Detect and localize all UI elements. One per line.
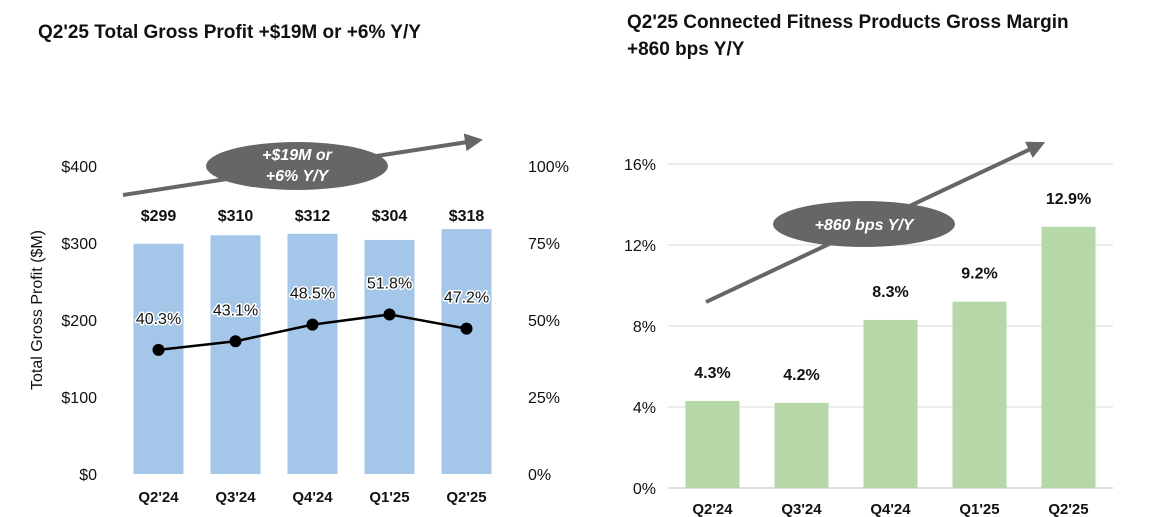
right-x-tick-label: Q1'25: [959, 501, 999, 517]
left-y-tick-label: $100: [61, 390, 97, 407]
left-x-tick-label: Q4'24: [292, 489, 333, 506]
left-bar-value-label: $312: [295, 208, 331, 225]
left-callout-bubble: [206, 142, 388, 190]
right-bar-value-label: 12.9%: [1046, 191, 1091, 208]
left-bar: [287, 233, 338, 474]
right-y-axis: 0% 4% 8% 12% 16%: [624, 157, 656, 498]
right-chart-title-line1: Q2'25 Connected Fitness Products Gross M…: [627, 12, 1069, 33]
left-callout-line1: +$19M or: [262, 147, 333, 164]
left-margin-label: 40.3%: [136, 311, 181, 328]
right-x-axis: Q2'24 Q3'24 Q4'24 Q1'25 Q2'25: [692, 501, 1088, 517]
right-y-tick-label: 0%: [633, 481, 656, 498]
right-y-tick-label: 4%: [633, 400, 656, 417]
left-bar-value-label: $318: [449, 208, 485, 225]
left-bar: [210, 235, 261, 474]
left-margin-point: [306, 318, 319, 331]
left-margin-label: 48.5%: [290, 286, 335, 303]
left-bar-value-label: $310: [218, 208, 254, 225]
left-bar: [133, 243, 184, 474]
right-y-tick-label: 12%: [624, 238, 656, 255]
right-x-tick-label: Q3'24: [781, 501, 822, 517]
right-bar: [774, 402, 829, 488]
left-x-tick-label: Q2'25: [446, 489, 486, 506]
left-margin-label: 51.8%: [367, 275, 412, 292]
left-x-tick-label: Q2'24: [138, 489, 179, 506]
left-bar: [364, 239, 415, 474]
right-y-tick-label: 16%: [624, 157, 656, 174]
right-x-tick-label: Q2'25: [1048, 501, 1088, 517]
left-y2-tick-label: 100%: [528, 159, 569, 176]
right-bar-value-label: 4.3%: [694, 365, 730, 382]
right-bar: [863, 319, 918, 488]
left-y-tick-label: $0: [79, 467, 97, 484]
right-bar: [685, 400, 740, 488]
left-y2-tick-label: 75%: [528, 236, 560, 253]
left-chart-title: Q2'25 Total Gross Profit +$19M or +6% Y/…: [38, 22, 421, 43]
left-y2-tick-label: 0%: [528, 467, 551, 484]
left-x-axis: Q2'24 Q3'24 Q4'24 Q1'25 Q2'25: [138, 489, 486, 506]
left-x-tick-label: Q1'25: [369, 489, 409, 506]
left-y-axis-label: Total Gross Profit ($M): [29, 230, 46, 390]
left-callout: +$19M or +6% Y/Y: [206, 142, 388, 190]
left-bar: [441, 229, 492, 474]
left-y2-axis: 0% 25% 50% 75% 100%: [528, 159, 569, 484]
right-y-tick-label: 8%: [633, 319, 656, 336]
right-bar: [952, 301, 1007, 488]
left-y2-tick-label: 50%: [528, 313, 560, 330]
left-y-axis: $0 $100 $200 $300 $400: [61, 159, 97, 484]
left-y2-tick-label: 25%: [528, 390, 560, 407]
left-margin-point: [152, 343, 165, 356]
left-margin-point: [383, 308, 396, 321]
left-margin-point: [460, 322, 473, 335]
right-bar-value-label: 8.3%: [872, 284, 908, 301]
left-margin-label: 43.1%: [213, 302, 258, 319]
right-x-tick-label: Q2'24: [692, 501, 733, 517]
right-chart-title-line2: +860 bps Y/Y: [627, 39, 745, 60]
right-callout: +860 bps Y/Y: [773, 201, 955, 247]
left-y-tick-label: $400: [61, 159, 97, 176]
left-bar-value-label: $299: [141, 208, 177, 225]
right-x-tick-label: Q4'24: [870, 501, 911, 517]
left-bar-labels: $299 $310 $312 $304 $318: [141, 208, 485, 225]
right-bar-series: [685, 226, 1096, 488]
left-margin-point: [229, 335, 242, 348]
right-callout-bubble: [773, 201, 955, 247]
right-bar-labels: 4.3% 4.2% 8.3% 9.2% 12.9%: [694, 191, 1091, 384]
right-bar: [1041, 226, 1096, 488]
left-x-tick-label: Q3'24: [215, 489, 256, 506]
left-bar-value-label: $304: [372, 208, 408, 225]
right-bar-value-label: 9.2%: [961, 266, 997, 283]
right-callout-text: +860 bps Y/Y: [815, 217, 915, 234]
left-y-tick-label: $300: [61, 236, 97, 253]
left-y-tick-label: $200: [61, 313, 97, 330]
left-margin-label: 47.2%: [444, 290, 489, 307]
left-line-series: 40.3% 43.1% 48.5% 51.8% 47.2%: [134, 274, 491, 356]
right-bar-value-label: 4.2%: [783, 367, 819, 384]
left-bar-series: [133, 229, 492, 474]
left-callout-line2: +6% Y/Y: [266, 168, 330, 185]
